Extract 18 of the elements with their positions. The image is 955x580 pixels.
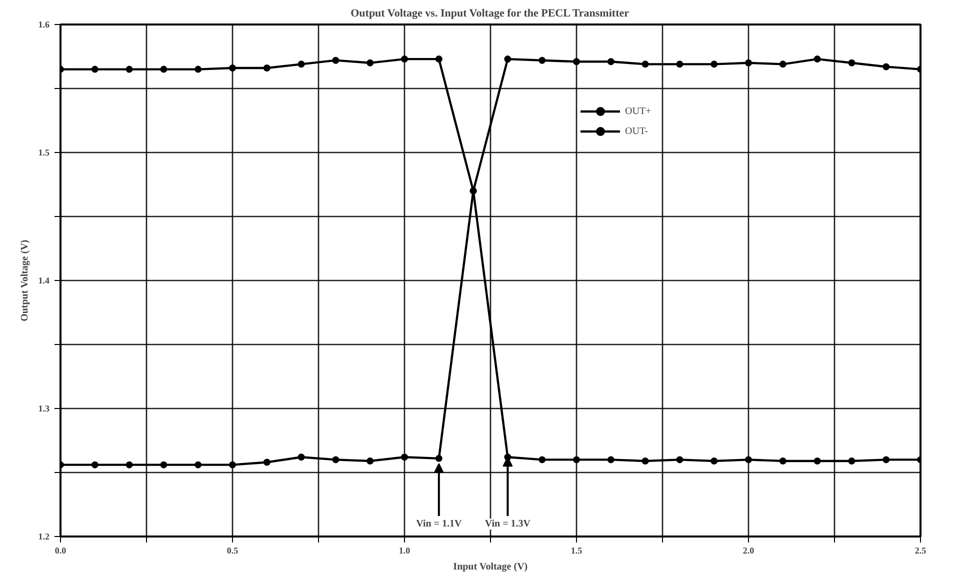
x-tick-label: 2.5	[914, 546, 927, 556]
y-tick-label: 1.6	[38, 20, 50, 30]
legend-label: OUT+	[625, 106, 652, 116]
y-tick-label: 1.4	[38, 276, 50, 286]
x-tick-label: 1.5	[570, 546, 583, 556]
x-tick-label: 2.0	[742, 546, 755, 556]
x-tick-label: 0.5	[226, 546, 239, 556]
y-axis-title: Output Voltage (V)	[19, 240, 30, 322]
annotation: Vin = 1.3V	[484, 518, 532, 530]
x-axis-title: Input Voltage (V)	[453, 562, 528, 572]
x-tick-label: 1.0	[398, 546, 411, 556]
legend-label: OUT-	[625, 126, 648, 136]
y-tick-label: 1.3	[38, 404, 50, 414]
y-tick-label: 1.5	[38, 148, 50, 158]
y-tick-label: 1.2	[38, 532, 50, 542]
x-tick-label: 0.0	[54, 546, 67, 556]
chart-title: Output Voltage vs. Input Voltage for the PECL Transmitter	[350, 8, 630, 20]
annotation: Vin = 1.1V	[416, 518, 462, 530]
